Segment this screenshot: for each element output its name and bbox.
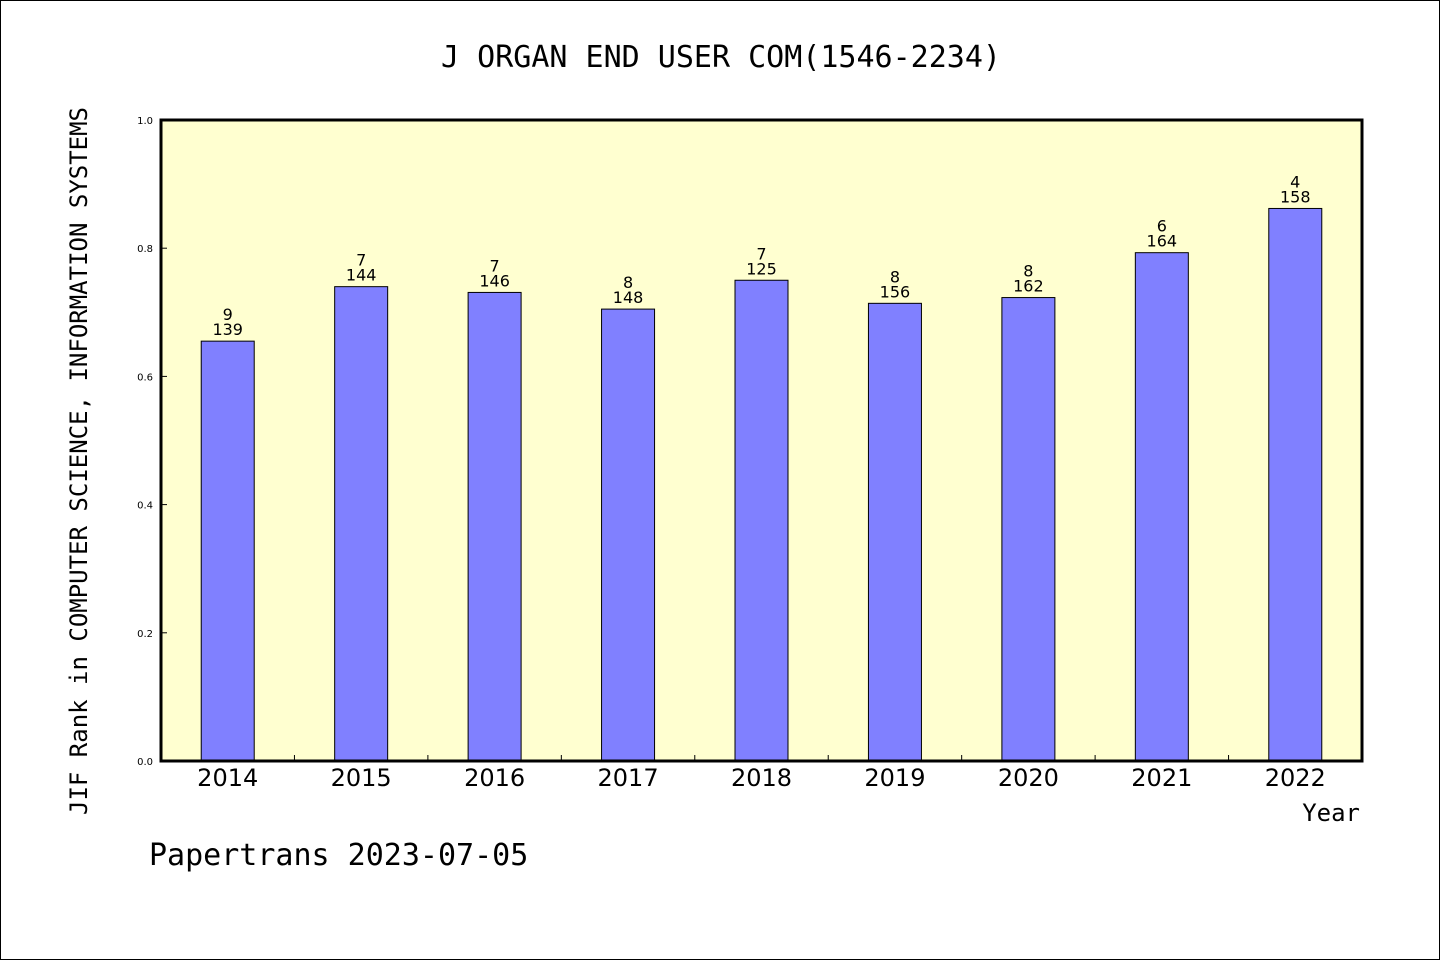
watermark: Papertrans 2023-07-05: [149, 838, 528, 873]
bar-rank-label: 8: [623, 273, 633, 292]
bar-total-label: 125: [746, 259, 777, 278]
bar-rank-label: 7: [756, 244, 766, 263]
bar-2018: [734, 279, 789, 762]
x-axis-label: Year: [1302, 799, 1360, 827]
y-tick-label: 0.0: [137, 757, 153, 768]
bar-rank-label: 4: [1290, 172, 1300, 191]
y-tick-label: 0.2: [137, 629, 153, 640]
y-tick-label: 0.4: [137, 501, 153, 512]
bar-rank-label: 6: [1157, 217, 1167, 236]
x-tick-label: 2018: [731, 764, 792, 792]
x-axis: 2014 2015 2016 2017 2018 2019 2020 2021 2022: [197, 755, 1326, 792]
bar-2021: [1134, 252, 1189, 762]
y-tick-label: 0.6: [137, 372, 153, 383]
bar-total-label: 158: [1280, 187, 1311, 206]
bar-total-label: 164: [1147, 232, 1178, 251]
bar-2020: [1001, 297, 1056, 762]
x-tick-label: 2022: [1265, 764, 1326, 792]
x-tick-label: 2015: [331, 764, 392, 792]
bar-total-label: 162: [1013, 277, 1044, 296]
x-tick-label: 2017: [598, 764, 659, 792]
bar-2014: [200, 340, 255, 762]
bar-total-label: 144: [346, 266, 377, 285]
bar-2016: [467, 291, 522, 762]
x-tick-label: 2020: [998, 764, 1059, 792]
bar-total-label: 156: [880, 282, 911, 301]
bar-rank-label: 8: [890, 267, 900, 286]
y-axis-label: JIF Rank in COMPUTER SCIENCE, INFORMATIO…: [65, 107, 93, 815]
bar-2019: [867, 302, 922, 762]
bar-rank-label: 9: [223, 305, 233, 324]
y-tick-label: 1.0: [137, 116, 153, 127]
bar-2017: [601, 308, 656, 762]
x-tick-label: 2021: [1131, 764, 1192, 792]
bar-total-label: 146: [479, 271, 510, 290]
x-tick-label: 2016: [464, 764, 525, 792]
y-tick-label: 0.8: [137, 244, 153, 255]
bar-2022: [1268, 207, 1323, 762]
bar-total-label: 148: [613, 288, 644, 307]
x-tick-label: 2019: [864, 764, 925, 792]
chart-title: J ORGAN END USER COM(1546-2234): [441, 40, 1001, 75]
bar-total-label: 139: [212, 320, 243, 339]
bar-2015: [334, 286, 389, 762]
bar-rank-label: 7: [490, 256, 500, 275]
bar-rank-label: 8: [1023, 262, 1033, 281]
bar-rank-label: 7: [356, 251, 366, 270]
x-tick-label: 2014: [197, 764, 258, 792]
plot-border: [159, 118, 1364, 763]
